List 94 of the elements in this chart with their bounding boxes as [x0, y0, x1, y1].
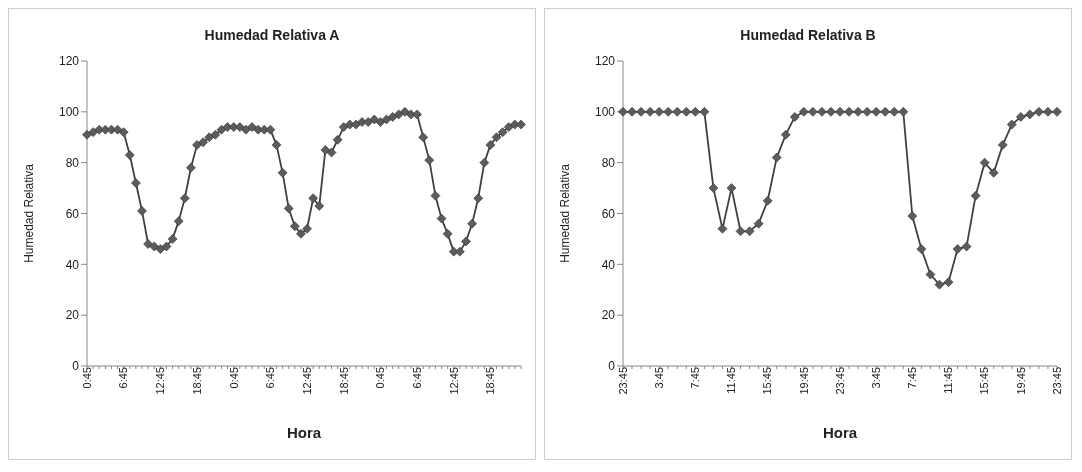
point [753, 218, 764, 229]
point [1016, 112, 1026, 122]
point [1052, 107, 1062, 117]
x-tick-label: 15:45 [978, 367, 991, 395]
x-tick-label: 12:45 [300, 367, 313, 395]
x-tick-label: 18:45 [190, 367, 203, 395]
x-tick-label: 12:45 [447, 367, 460, 395]
point [961, 241, 972, 252]
x-tick-label: 23:45 [833, 367, 846, 395]
x-tick-label: 6:45 [117, 367, 130, 389]
point [672, 107, 683, 117]
x-tick-label: 23:45 [616, 367, 629, 395]
point [690, 107, 701, 117]
y-tick-label: 80 [65, 155, 80, 170]
y-tick-label: 0 [72, 359, 80, 374]
x-tick-label: 19:45 [1014, 367, 1027, 395]
y-tick-label: 0 [608, 359, 616, 374]
point [826, 107, 836, 117]
point [952, 244, 963, 254]
point [780, 129, 791, 140]
point [699, 107, 710, 117]
y-tick-label: 40 [601, 257, 616, 272]
point [925, 269, 936, 280]
x-tick-label: 18:45 [337, 367, 350, 395]
point [880, 107, 891, 117]
x-tick-label: 11:45 [942, 367, 955, 394]
x-tick-label: 6:45 [410, 367, 423, 389]
point [726, 183, 737, 193]
x-axis-title: Hora [822, 424, 858, 441]
x-tick-label: 3:45 [869, 367, 882, 389]
point [636, 107, 646, 117]
x-tick-label: 0:45 [227, 367, 240, 389]
point [799, 107, 809, 117]
x-tick-label: 6:45 [264, 367, 277, 389]
y-tick-label: 80 [601, 155, 616, 170]
point [898, 107, 909, 117]
x-tick-label: 12:45 [154, 367, 167, 395]
x-tick-label: 19:45 [797, 367, 810, 395]
y-axis-title: Humedad Relativa [558, 163, 573, 263]
point [771, 152, 782, 163]
point [1006, 119, 1017, 130]
x-tick-label: 7:45 [689, 367, 702, 389]
point [934, 279, 945, 290]
point [1025, 109, 1035, 120]
point [762, 195, 773, 206]
point [970, 190, 981, 201]
x-axis-title: Hora [286, 424, 322, 441]
y-tick-label: 120 [58, 54, 80, 69]
point [853, 107, 863, 117]
x-tick-label: 11:45 [725, 367, 738, 394]
point [1034, 107, 1044, 117]
x-tick-label: 23:45 [1050, 367, 1063, 395]
point [979, 157, 990, 168]
x-tick-label: 7:45 [906, 367, 919, 389]
point [988, 168, 999, 178]
y-axis-title: Humedad Relativa [22, 163, 37, 263]
x-tick-label: 3:45 [652, 367, 665, 389]
y-tick-label: 20 [65, 308, 80, 323]
point [835, 107, 845, 117]
point [817, 107, 827, 117]
point [871, 107, 881, 117]
point [789, 112, 800, 122]
point [808, 107, 818, 117]
y-tick-label: 40 [65, 257, 80, 272]
y-tick-label: 100 [58, 105, 80, 120]
chart-title: Humedad Relativa B [739, 27, 877, 43]
y-tick-label: 20 [601, 308, 616, 323]
y-tick-label: 120 [594, 54, 616, 69]
point [916, 244, 927, 254]
x-tick-label: 15:45 [761, 367, 774, 395]
point [618, 107, 628, 117]
point [708, 183, 719, 193]
x-tick-label: 0:45 [374, 367, 387, 389]
y-tick-label: 60 [65, 206, 80, 221]
y-tick-label: 60 [601, 206, 616, 221]
point [997, 140, 1008, 150]
point [717, 223, 728, 234]
y-tick-label: 100 [594, 105, 616, 120]
chart-title: Humedad Relativa A [203, 27, 341, 43]
point [663, 107, 674, 117]
point [627, 107, 637, 117]
point [862, 107, 872, 117]
x-tick-label: 0:45 [80, 367, 93, 389]
point [844, 107, 854, 117]
point [645, 107, 655, 117]
point [1043, 107, 1053, 117]
point [681, 107, 692, 117]
point [735, 226, 746, 237]
point [744, 226, 755, 237]
point [654, 107, 664, 117]
x-tick-label: 18:45 [484, 367, 497, 395]
point [889, 107, 900, 117]
point [907, 211, 918, 221]
point [943, 277, 954, 287]
